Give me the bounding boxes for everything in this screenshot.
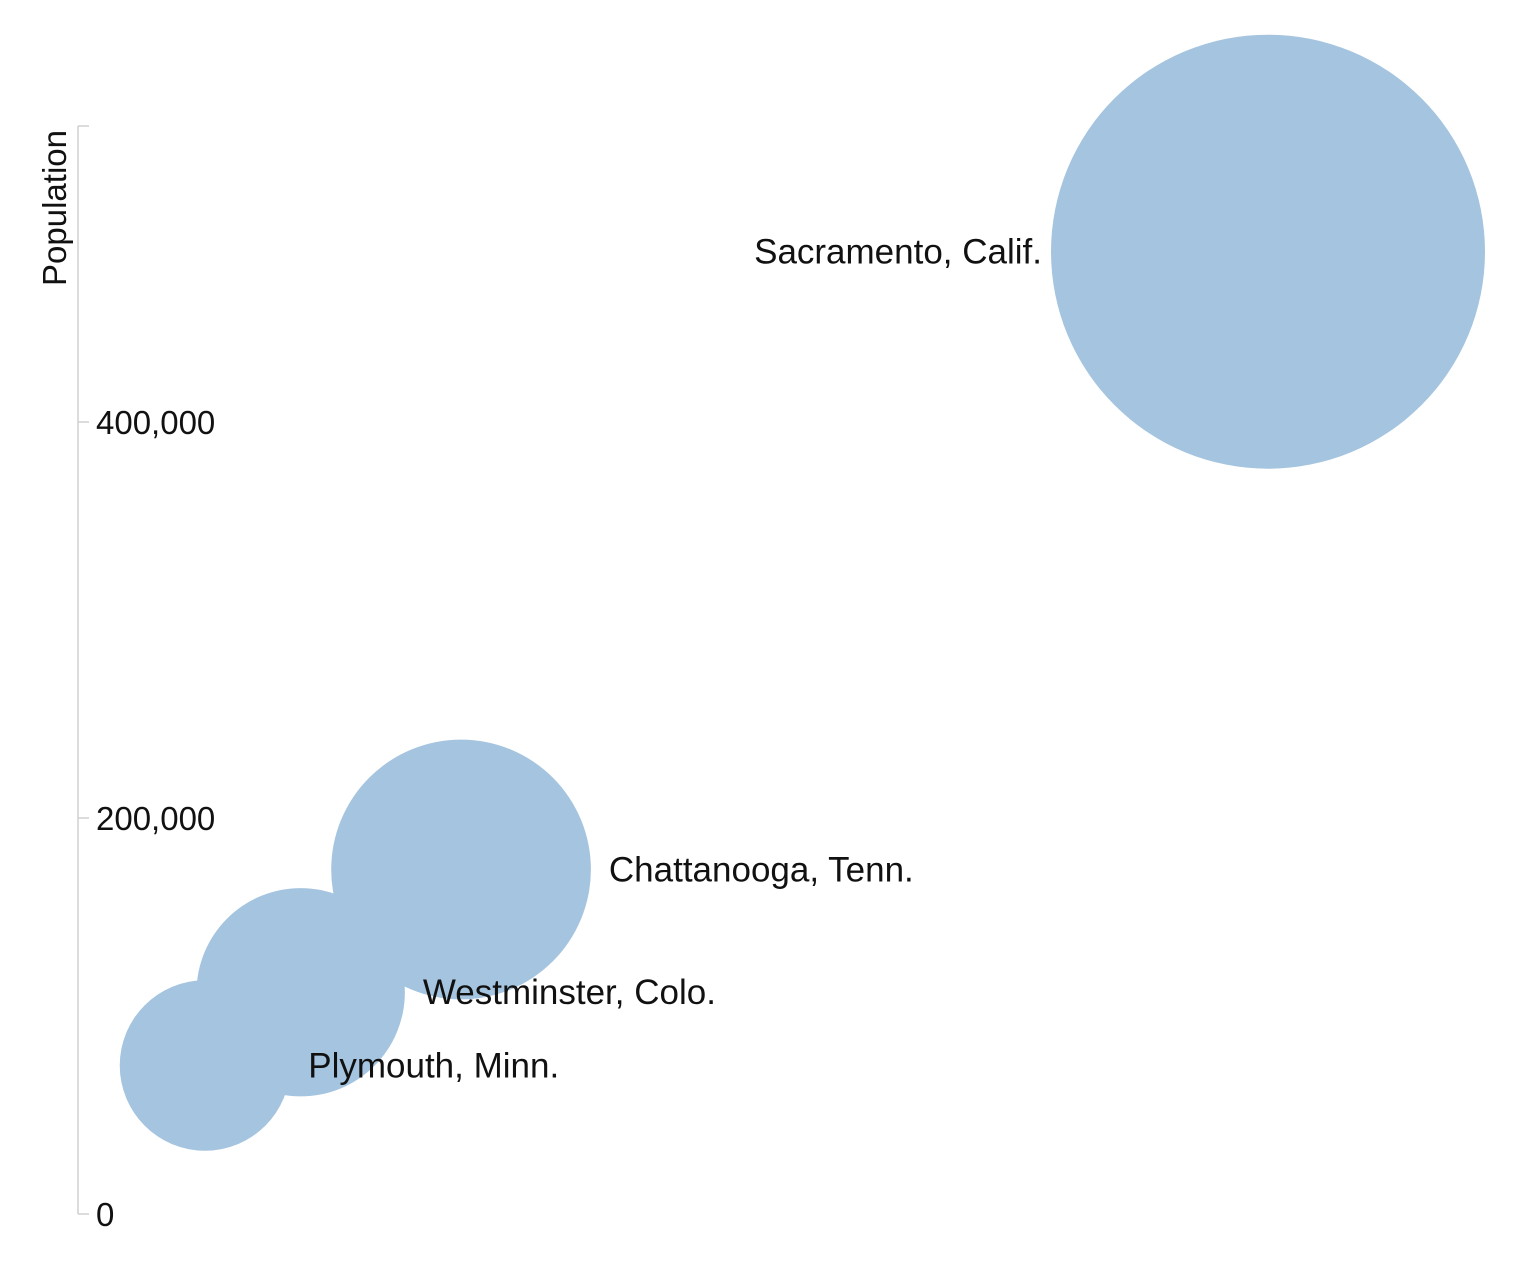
y-tick-label: 400,000 [96,404,215,441]
bubble-labels: Plymouth, Minn. Westminster, Colo. Chattan… [308,233,1042,1086]
y-axis-title: Population [36,130,73,286]
bubble [1051,34,1485,469]
bubbles [119,34,1485,1151]
bubble-label: Chattanooga, Tenn. [609,850,914,889]
y-axis: 0 200,000 400,000 Population [36,125,215,1233]
bubble-label: Sacramento, Calif. [754,233,1042,272]
y-ticks: 0 200,000 400,000 [78,404,215,1233]
bubble-label: Plymouth, Minn. [308,1047,559,1086]
y-tick-label: 0 [96,1196,114,1233]
bubble [331,739,591,1000]
y-tick-label: 200,000 [96,800,215,837]
bubble-label: Westminster, Colo. [423,973,716,1012]
